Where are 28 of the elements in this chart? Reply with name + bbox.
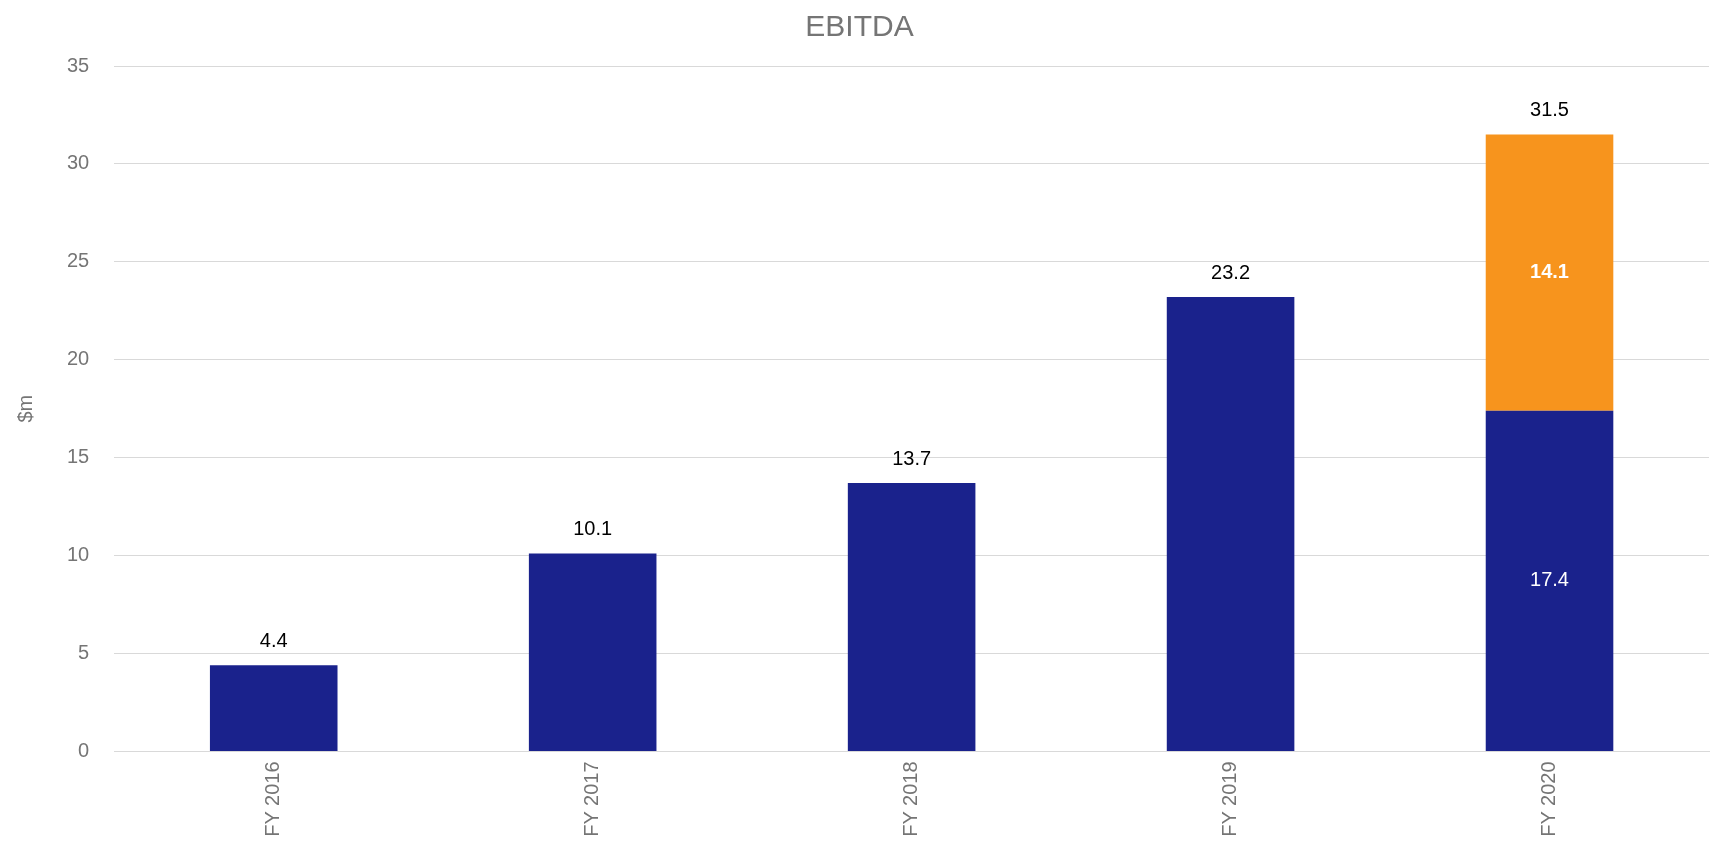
x-tick-label: FY 2019 — [1218, 761, 1241, 837]
bar — [209, 665, 338, 751]
data-label: 10.1 — [573, 517, 613, 540]
total-label: 31.5 — [1530, 98, 1569, 121]
data-label: 14.1 — [1530, 260, 1569, 283]
x-tick-label: FY 2017 — [580, 761, 603, 837]
data-label: 13.7 — [892, 446, 932, 469]
x-tick-label: FY 2018 — [899, 761, 922, 837]
y-tick-label: 15 — [67, 445, 90, 468]
y-tick-label: 0 — [78, 738, 90, 761]
bar — [1485, 410, 1614, 751]
y-tick-label: 25 — [67, 249, 90, 272]
y-tick-label: 30 — [67, 151, 90, 174]
bar — [528, 553, 657, 751]
y-axis-title: $m — [13, 394, 36, 423]
bar — [847, 483, 976, 751]
y-tick-label: 20 — [67, 347, 90, 370]
data-label: 23.2 — [1211, 260, 1251, 283]
chart-title: EBITDA — [805, 9, 914, 43]
y-tick-label: 35 — [67, 53, 90, 76]
bar — [1485, 134, 1614, 411]
x-tick-label: FY 2016 — [261, 761, 284, 837]
y-tick-label: 10 — [67, 543, 90, 566]
data-label: 4.4 — [259, 628, 288, 651]
y-tick-label: 5 — [78, 641, 90, 663]
x-tick-label: FY 2020 — [1537, 761, 1560, 837]
data-label: 17.4 — [1530, 568, 1569, 591]
bar — [1166, 297, 1295, 751]
